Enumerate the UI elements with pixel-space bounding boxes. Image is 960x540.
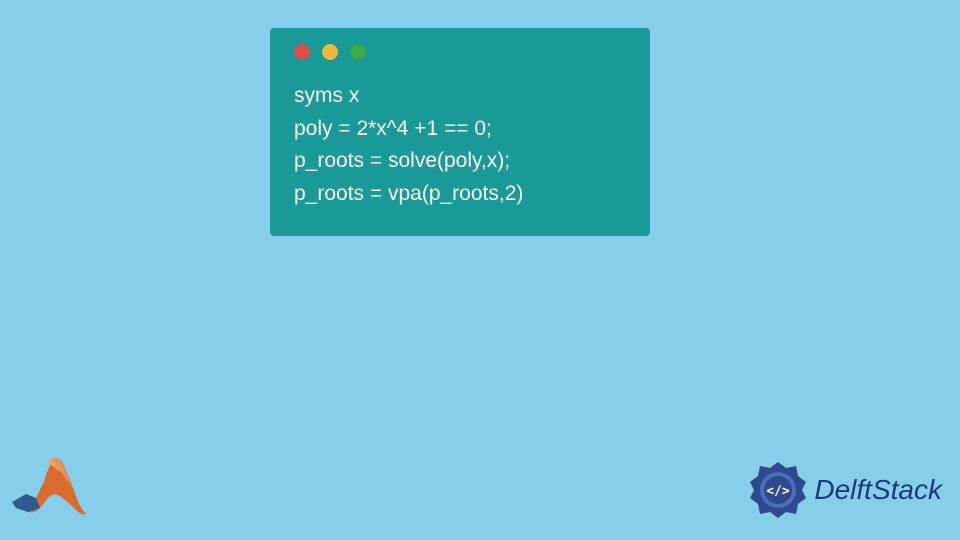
window-header <box>270 28 650 68</box>
code-line: poly = 2*x^4 +1 == 0; <box>294 113 630 146</box>
code-line: p_roots = solve(poly,x); <box>294 145 630 178</box>
code-line: syms x <box>294 80 630 113</box>
code-window: syms x poly = 2*x^4 +1 == 0; p_roots = s… <box>270 28 650 236</box>
code-body: syms x poly = 2*x^4 +1 == 0; p_roots = s… <box>270 68 650 236</box>
minimize-dot-icon <box>322 44 338 60</box>
close-dot-icon <box>294 44 310 60</box>
delftstack-logo: </> DelftStack <box>748 460 942 520</box>
delftstack-emblem-icon: </> <box>748 460 808 520</box>
svg-text:</>: </> <box>767 484 791 499</box>
maximize-dot-icon <box>350 44 366 60</box>
matlab-logo-icon <box>6 446 96 528</box>
code-line: p_roots = vpa(p_roots,2) <box>294 178 630 211</box>
delftstack-text: DelftStack <box>814 474 942 506</box>
